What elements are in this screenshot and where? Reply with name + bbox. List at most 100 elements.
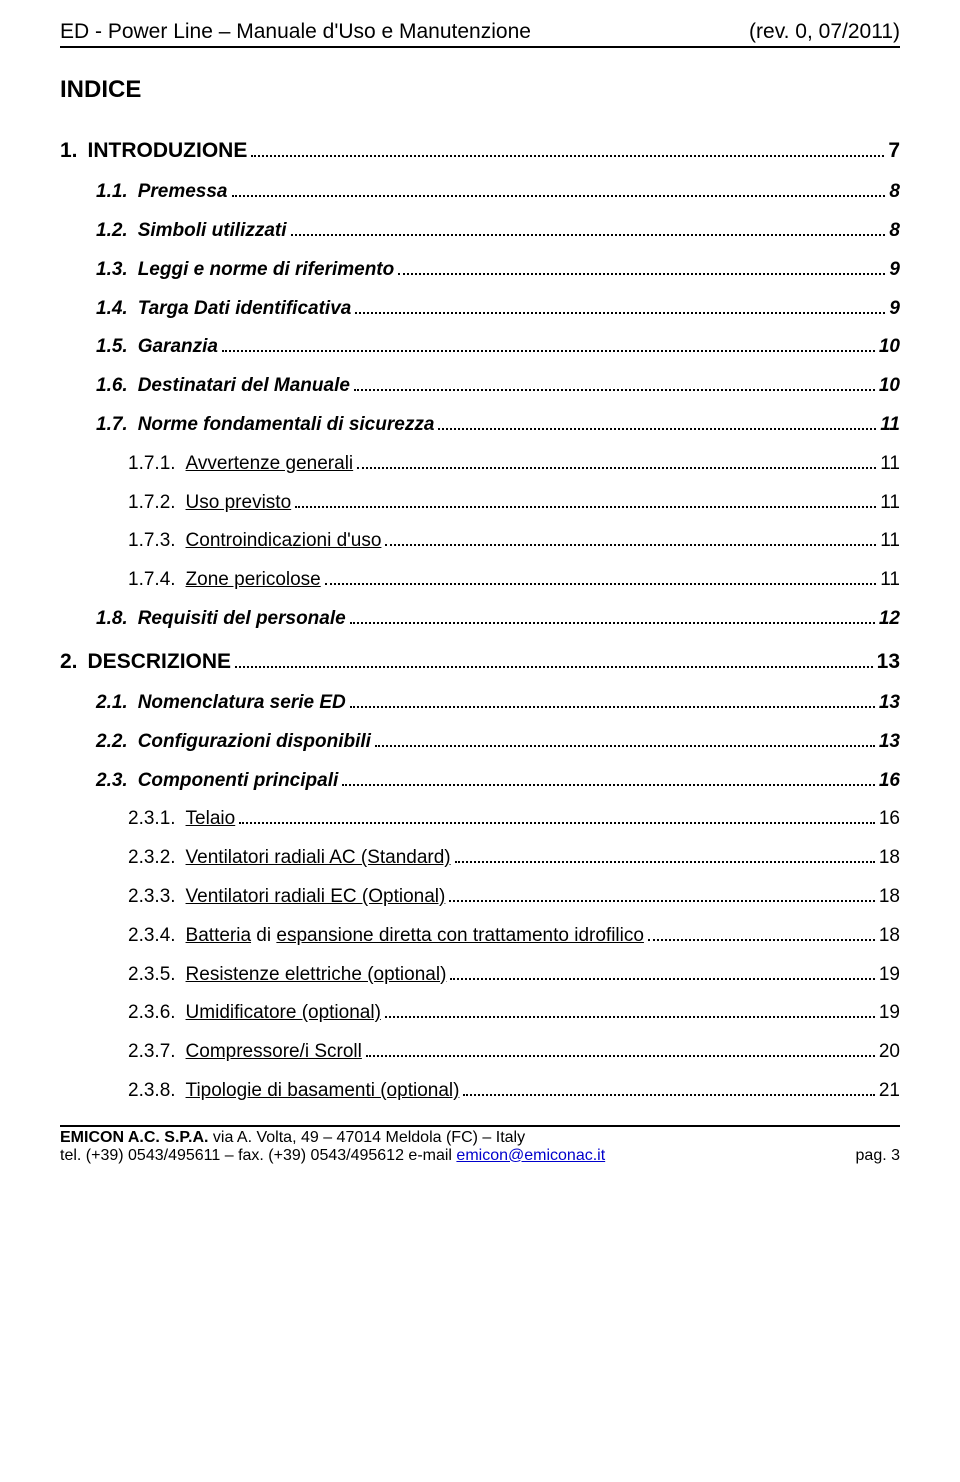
toc-entry-number: 2.3.2. (128, 847, 176, 870)
toc-entry-page: 11 (880, 569, 900, 592)
toc-entry[interactable]: 2.3.4. Batteria di espansione diretta con… (128, 925, 900, 948)
toc-entry-label: Leggi e norme di riferimento (138, 259, 395, 282)
toc-entry-page: 11 (880, 530, 900, 553)
toc-entry-page: 19 (879, 964, 900, 987)
footer-company: EMICON A.C. S.P.A. (60, 1129, 208, 1146)
toc-leader (295, 492, 876, 507)
toc-entry-page: 12 (879, 608, 900, 631)
toc-entry-page: 8 (889, 181, 900, 204)
toc-leader (325, 570, 877, 585)
toc-entry-number: 1.7.2. (128, 492, 176, 515)
toc-entry-page: 8 (889, 220, 900, 243)
toc-leader (355, 298, 885, 313)
toc-entry-label: Ventilatori radiali AC (Standard) (186, 847, 451, 870)
toc-leader (350, 609, 875, 624)
toc-entry-number: 1.7.3. (128, 530, 176, 553)
toc-entry[interactable]: 2.3.2.Ventilatori radiali AC (Standard)1… (128, 847, 900, 870)
toc-entry-page: 13 (877, 649, 900, 674)
toc-entry[interactable]: 1.7.1.Avvertenze generali11 (128, 453, 900, 476)
toc-entry-number: 1. (60, 138, 78, 163)
toc-entry[interactable]: 2.DESCRIZIONE13 (60, 649, 900, 674)
toc-entry-label: Controindicazioni d'uso (186, 530, 382, 553)
toc-entry[interactable]: 2.3.Componenti principali16 (96, 770, 900, 793)
toc-entry-number: 2.3. (96, 770, 128, 793)
toc-leader (455, 848, 875, 863)
toc-entry[interactable]: 1.6.Destinatari del Manuale10 (96, 375, 900, 398)
toc-entry-number: 1.1. (96, 181, 128, 204)
toc-leader (385, 1003, 875, 1018)
footer-address: EMICON A.C. S.P.A. via A. Volta, 49 – 47… (60, 1129, 525, 1147)
footer-row-contact: tel. (+39) 0543/495611 – fax. (+39) 0543… (60, 1147, 900, 1165)
toc-entry[interactable]: 2.3.1.Telaio16 (128, 808, 900, 831)
toc-entry[interactable]: 1.1.Premessa8 (96, 181, 900, 204)
page-header: ED - Power Line – Manuale d'Uso e Manute… (60, 20, 900, 46)
toc-entry-page: 20 (879, 1041, 900, 1064)
toc-leader (235, 651, 873, 668)
footer-address-text: via A. Volta, 49 – 47014 Meldola (FC) – … (208, 1129, 525, 1146)
toc-entry-number: 2.3.5. (128, 964, 176, 987)
toc-entry-number: 1.7.4. (128, 569, 176, 592)
toc-entry-label: Uso previsto (186, 492, 292, 515)
toc-entry-page: 11 (880, 414, 900, 437)
toc-leader (450, 964, 874, 979)
toc-entry-label: Targa Dati identificativa (138, 298, 352, 321)
page-footer: EMICON A.C. S.P.A. via A. Volta, 49 – 47… (60, 1125, 900, 1165)
toc-entry-number: 1.7. (96, 414, 128, 437)
toc-entry-page: 18 (879, 925, 900, 948)
toc-entry-number: 2.3.6. (128, 1002, 176, 1025)
table-of-contents: 1.INTRODUZIONE7 1.1.Premessa8 1.2.Simboli … (60, 138, 900, 1103)
footer-contact: tel. (+39) 0543/495611 – fax. (+39) 0543… (60, 1147, 605, 1165)
toc-leader (251, 140, 884, 157)
toc-entry-page: 9 (889, 298, 900, 321)
toc-entry-label: Avvertenze generali (186, 453, 354, 476)
toc-entry-label: Requisiti del personale (138, 608, 346, 631)
page: ED - Power Line – Manuale d'Uso e Manute… (0, 0, 960, 1175)
toc-entry-label: Umidificatore (optional) (186, 1002, 381, 1025)
toc-entry-number: 2.3.7. (128, 1041, 176, 1064)
toc-leader (350, 693, 875, 708)
toc-entry-number: 1.3. (96, 259, 128, 282)
toc-entry[interactable]: 2.3.6.Umidificatore (optional)19 (128, 1002, 900, 1025)
toc-entry-number: 2.3.8. (128, 1080, 176, 1103)
toc-entry[interactable]: 1.8.Requisiti del personale12 (96, 608, 900, 631)
toc-entry-page: 13 (879, 692, 900, 715)
footer-row-address: EMICON A.C. S.P.A. via A. Volta, 49 – 47… (60, 1129, 900, 1147)
toc-entry[interactable]: 2.2.Configurazioni disponibili13 (96, 731, 900, 754)
toc-entry[interactable]: 2.3.3.Ventilatori radiali EC (Optional)1… (128, 886, 900, 909)
toc-entry-label: Batteria di espansione diretta con tratt… (186, 925, 644, 948)
toc-entry[interactable]: 2.3.7.Compressore/i Scroll20 (128, 1041, 900, 1064)
toc-entry[interactable]: 1.INTRODUZIONE7 (60, 138, 900, 163)
header-revision: (rev. 0, 07/2011) (749, 20, 900, 44)
toc-leader (342, 770, 875, 785)
toc-entry-number: 2.3.1. (128, 808, 176, 831)
toc-entry-label: Componenti principali (138, 770, 339, 793)
toc-entry-page: 11 (880, 492, 900, 515)
toc-entry-label: Tipologie di basamenti (optional) (186, 1080, 460, 1103)
toc-leader (648, 926, 875, 941)
toc-entry[interactable]: 1.3.Leggi e norme di riferimento9 (96, 259, 900, 282)
toc-heading: INDICE (60, 76, 900, 104)
toc-leader (438, 415, 876, 430)
toc-leader (222, 337, 875, 352)
header-divider (60, 46, 900, 48)
toc-entry[interactable]: 2.1.Nomenclatura serie ED13 (96, 692, 900, 715)
toc-entry[interactable]: 1.4.Targa Dati identificativa9 (96, 298, 900, 321)
toc-entry-number: 2.2. (96, 731, 128, 754)
toc-leader (232, 182, 886, 197)
toc-entry-number: 2.3.4. (128, 925, 176, 948)
toc-entry-page: 13 (879, 731, 900, 754)
toc-entry[interactable]: 1.7.4.Zone pericolose11 (128, 569, 900, 592)
toc-entry[interactable]: 1.7. Norme fondamentali di sicurezza 11 (96, 414, 900, 437)
toc-entry[interactable]: 2.3.5.Resistenze elettriche (optional)19 (128, 964, 900, 987)
toc-entry[interactable]: 1.2.Simboli utilizzati8 (96, 220, 900, 243)
toc-entry-label: Garanzia (138, 336, 218, 359)
toc-entry[interactable]: 1.7.3. Controindicazioni d'uso 11 (128, 530, 900, 553)
toc-entry-label: Norme fondamentali di sicurezza (138, 414, 435, 437)
toc-entry-number: 1.6. (96, 375, 128, 398)
toc-entry[interactable]: 2.3.8.Tipologie di basamenti (optional)2… (128, 1080, 900, 1103)
toc-entry[interactable]: 1.7.2. Uso previsto 11 (128, 492, 900, 515)
footer-divider (60, 1125, 900, 1127)
toc-entry[interactable]: 1.5.Garanzia10 (96, 336, 900, 359)
footer-email-link[interactable]: emicon@emiconac.it (456, 1147, 605, 1164)
toc-entry-number: 1.2. (96, 220, 128, 243)
